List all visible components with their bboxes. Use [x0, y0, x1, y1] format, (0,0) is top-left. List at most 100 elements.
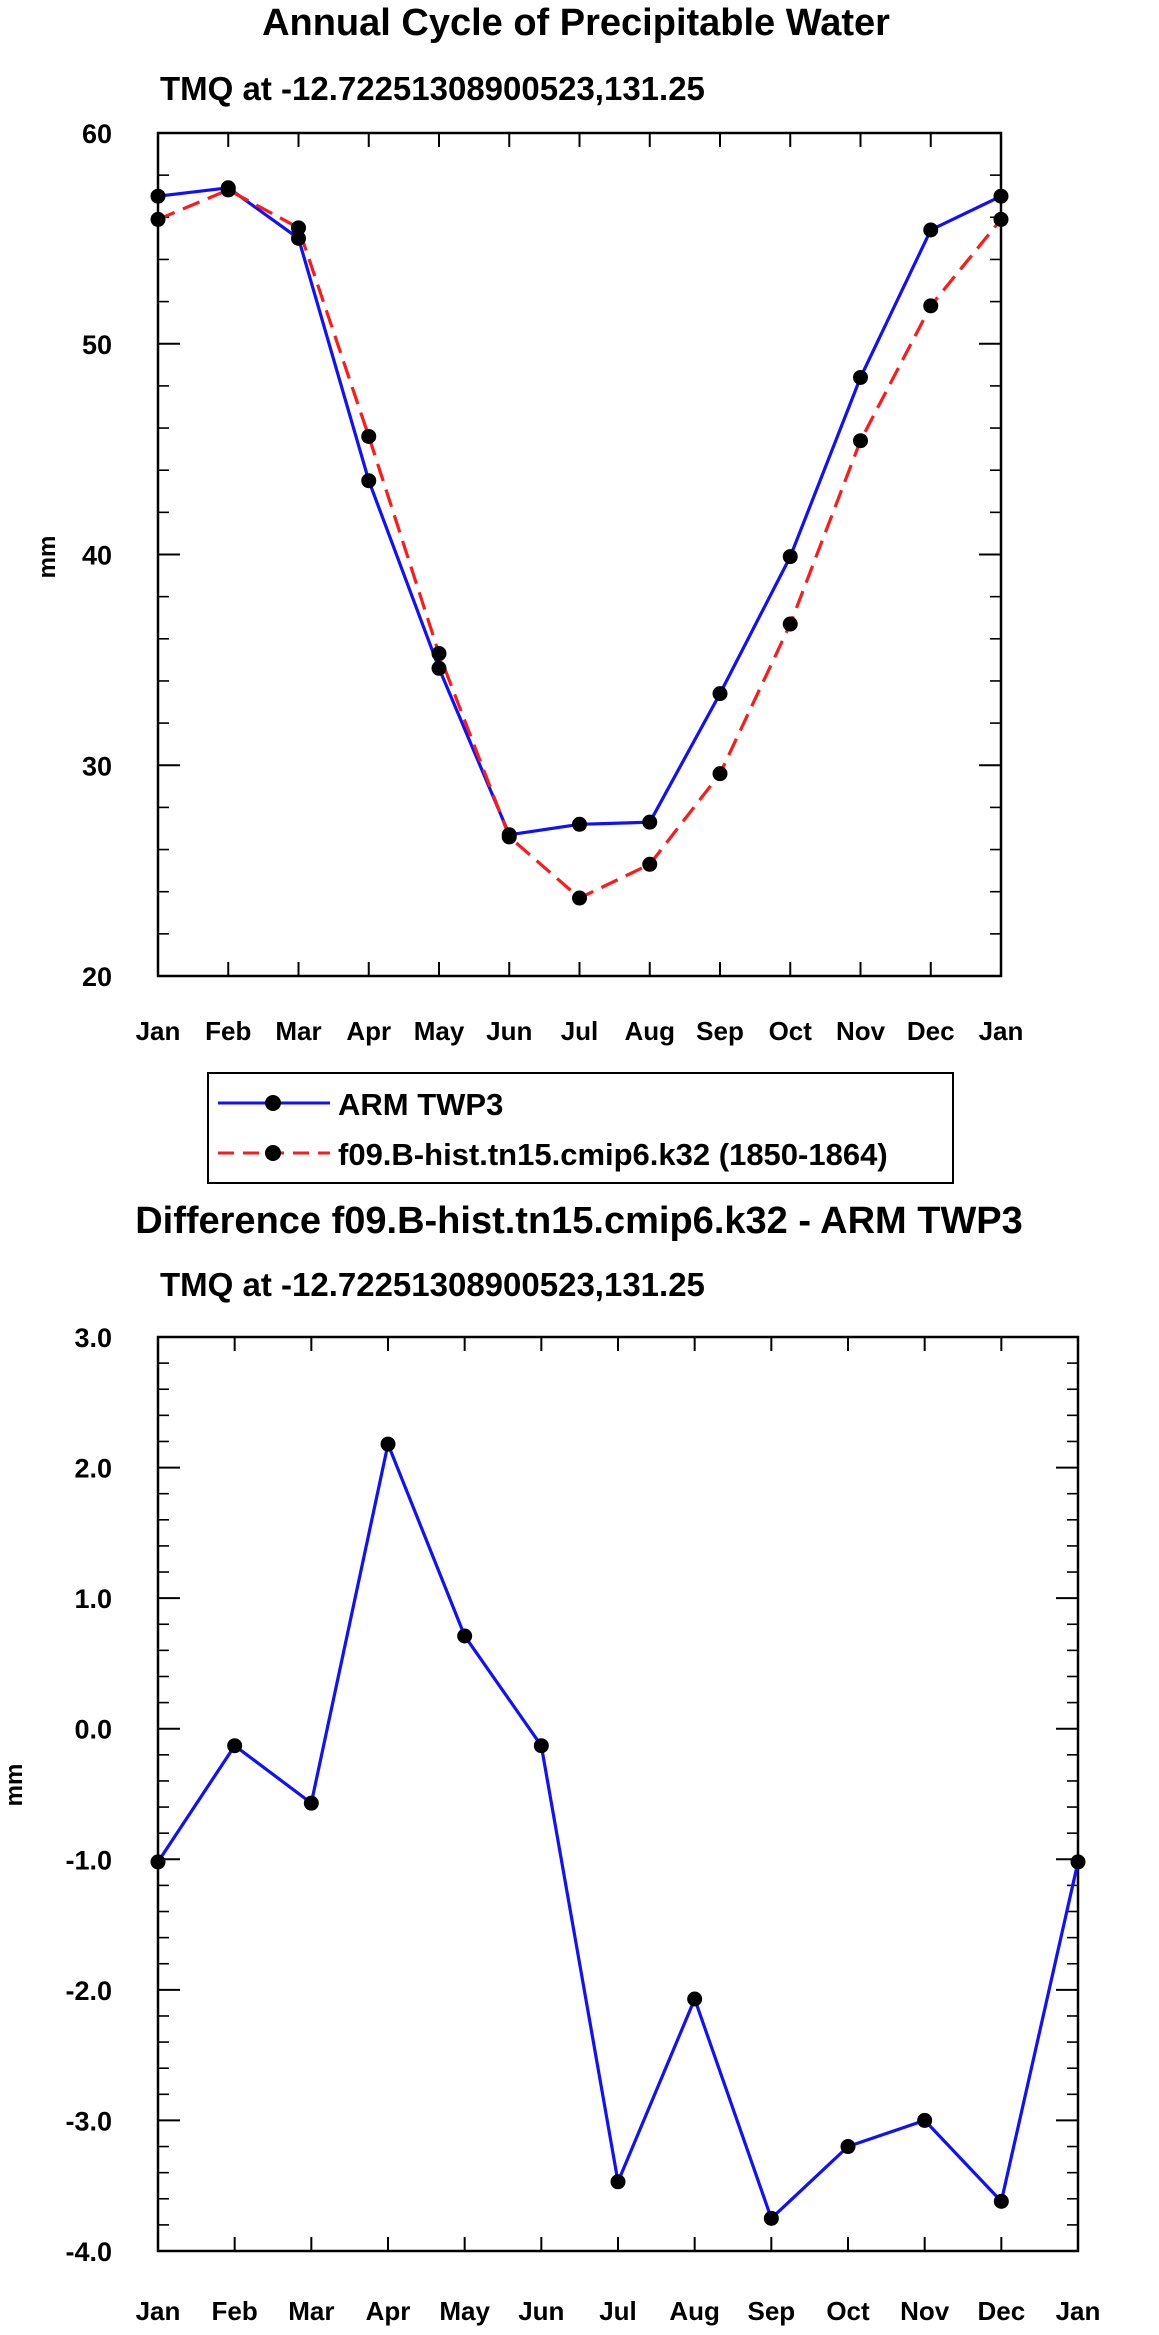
plot-frame — [156, 1335, 1080, 2253]
series-line-0 — [156, 1442, 1080, 2220]
y-tick-label: 3.0 — [74, 1323, 112, 1353]
x-tick-label: Nov — [900, 2296, 950, 2326]
data-point — [782, 616, 798, 632]
data-point — [840, 2139, 856, 2155]
y-tick-label: 2.0 — [74, 1454, 112, 1484]
series-markers — [150, 1436, 1086, 2226]
x-tick-label: Sep — [696, 1016, 744, 1046]
x-tick-label: Oct — [769, 1016, 813, 1046]
x-tick-label: Mar — [288, 2296, 334, 2326]
x-tick-label: Jul — [561, 1016, 599, 1046]
data-point — [227, 1738, 243, 1754]
data-point — [687, 1991, 703, 2007]
data-point — [533, 1738, 549, 1754]
data-point — [853, 369, 868, 385]
y-axis-label: mm — [34, 536, 61, 579]
y-tick-label: -2.0 — [65, 1976, 112, 2006]
data-point — [642, 814, 658, 830]
series-line-0 — [157, 186, 1002, 837]
x-tick-label: Sep — [747, 2296, 795, 2326]
legend-label-model: f09.B-hist.tn15.cmip6.k32 (1850-1864) — [338, 1137, 888, 1172]
chart-subtitle: TMQ at -12.72251308900523,131.25 — [160, 70, 705, 107]
data-point — [993, 211, 1009, 227]
data-point — [291, 230, 306, 246]
data-point — [993, 188, 1009, 204]
series-lines — [157, 186, 1003, 900]
data-point — [361, 473, 377, 489]
x-tick-label: Feb — [205, 1016, 251, 1046]
x-tick-label: Jan — [136, 2296, 181, 2326]
x-tick-label: Jul — [599, 2296, 637, 2326]
data-point — [457, 1628, 473, 1644]
data-point — [712, 686, 728, 702]
data-point — [763, 2210, 779, 2226]
data-point — [993, 2193, 1009, 2209]
data-point — [361, 428, 377, 444]
x-tick-label: Jan — [136, 1016, 181, 1046]
legend-marker-model — [265, 1145, 281, 1161]
data-point — [431, 660, 447, 676]
data-point — [917, 2112, 933, 2128]
x-tick-label: Apr — [366, 2296, 411, 2326]
x-tick-label: Nov — [836, 1016, 886, 1046]
data-point — [642, 856, 658, 872]
x-tick-label: May — [439, 2296, 490, 2326]
y-tick-label: 50 — [82, 330, 112, 360]
x-tick-label: Jun — [518, 2296, 564, 2326]
data-point — [431, 646, 447, 662]
axes: Jan Feb Mar Apr May Jun Jul Aug Sep Oct Nov Dec Jan 2… — [82, 119, 1023, 1046]
data-point — [572, 890, 587, 906]
y-tick-label: 20 — [82, 962, 112, 992]
x-tick-label: Aug — [669, 2296, 720, 2326]
series-line-1 — [157, 188, 1003, 900]
series-lines — [156, 1442, 1080, 2220]
data-point — [150, 188, 166, 204]
x-tick-label: Jan — [1056, 2296, 1101, 2326]
data-point — [712, 766, 728, 782]
y-tick-label: -3.0 — [65, 2106, 112, 2136]
legend-label-obs: ARM TWP3 — [338, 1087, 503, 1122]
y-tick-label: 0.0 — [74, 1715, 112, 1745]
data-point — [150, 211, 166, 227]
difference-chart: Difference f09.B-hist.tn15.cmip6.k32 - A… — [1, 1200, 1100, 2326]
x-tick-label: Feb — [212, 2296, 258, 2326]
data-point — [853, 433, 868, 449]
y-tick-label: 30 — [82, 751, 112, 781]
x-tick-label: Aug — [624, 1016, 675, 1046]
data-point — [1070, 1854, 1086, 1870]
series-markers — [150, 180, 1009, 906]
axes: Jan Feb Mar Apr May Jun Jul Aug Sep Oct Nov Dec Jan-… — [65, 1323, 1100, 2326]
legend-box — [207, 1072, 954, 1184]
x-tick-label: Jun — [486, 1016, 532, 1046]
x-tick-label: Mar — [275, 1016, 321, 1046]
data-point — [303, 1795, 319, 1811]
x-tick-label: May — [414, 1016, 465, 1046]
data-point — [380, 1436, 396, 1452]
legend-marker-obs — [265, 1095, 281, 1111]
chart-subtitle: TMQ at -12.72251308900523,131.25 — [160, 1266, 705, 1303]
data-point — [923, 298, 939, 314]
x-tick-label: Apr — [346, 1016, 391, 1046]
data-point — [291, 220, 306, 236]
y-tick-label: 40 — [82, 541, 112, 571]
chart-title: Annual Cycle of Precipitable Water — [262, 2, 890, 44]
y-tick-label: 1.0 — [74, 1584, 112, 1614]
annual-cycle-chart: Annual Cycle of Precipitable Water TMQ a… — [34, 2, 1023, 1184]
x-tick-label: Dec — [907, 1016, 955, 1046]
plot-frame — [156, 131, 1003, 978]
data-point — [220, 182, 236, 198]
legend: ARM TWP3 f09.B-hist.tn15.cmip6.k32 (1850… — [207, 1072, 954, 1184]
y-tick-label: -1.0 — [65, 1845, 112, 1875]
y-axis-label: mm — [1, 1764, 28, 1807]
x-tick-label: Dec — [977, 2296, 1025, 2326]
x-tick-label: Jan — [979, 1016, 1024, 1046]
y-tick-label: -4.0 — [65, 2237, 112, 2267]
legend-entry-obs: ARM TWP3 — [218, 1087, 503, 1122]
data-point — [572, 816, 587, 832]
x-tick-label: Oct — [826, 2296, 870, 2326]
data-point — [782, 549, 798, 565]
legend-entry-model: f09.B-hist.tn15.cmip6.k32 (1850-1864) — [218, 1137, 888, 1172]
chart-title: Difference f09.B-hist.tn15.cmip6.k32 - A… — [135, 1200, 1023, 1242]
y-tick-label: 60 — [82, 119, 112, 149]
